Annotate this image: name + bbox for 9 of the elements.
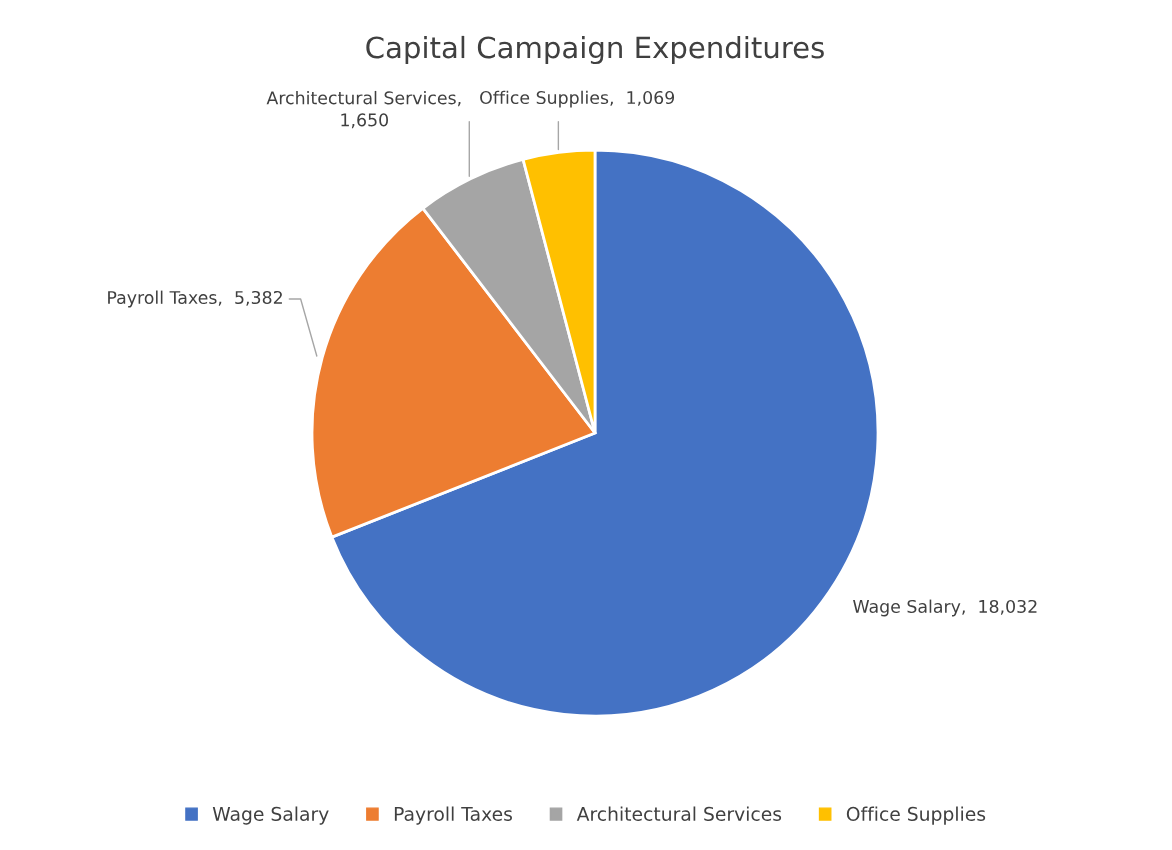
chart-title: Capital Campaign Expenditures — [366, 35, 824, 65]
data-label: Office Supplies, 1,069 — [480, 90, 675, 108]
data-label: Architectural Services, 1,650 — [266, 90, 461, 129]
data-label: Payroll Taxes, 5,382 — [108, 290, 282, 308]
legend-label: Office Supplies — [846, 806, 986, 825]
legend-label: Payroll Taxes — [394, 806, 512, 825]
legend-label: Wage Salary — [212, 806, 329, 825]
legend-label: Architectural Services — [576, 806, 782, 821]
data-label: Wage Salary, 18,032 — [853, 599, 1037, 617]
